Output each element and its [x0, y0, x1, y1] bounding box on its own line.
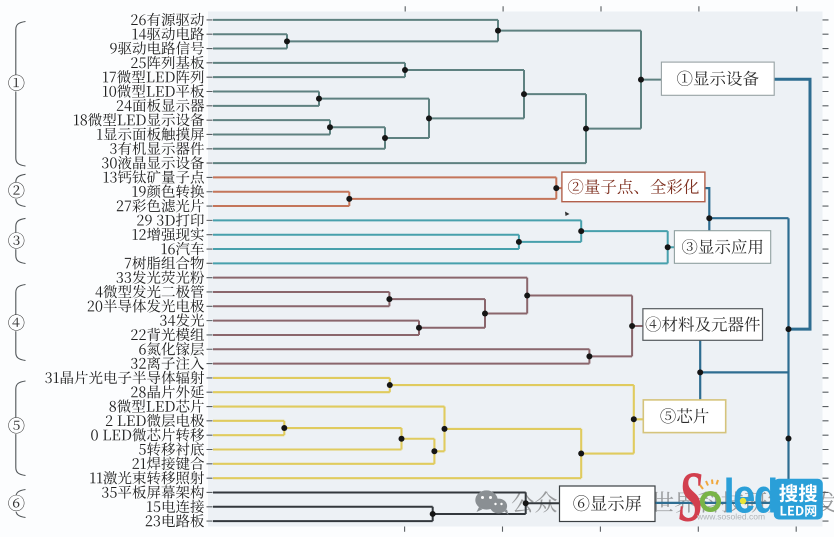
svg-text:led: led [724, 470, 777, 523]
svg-text:S: S [679, 457, 704, 536]
svg-text:www.sosoled.com: www.sosoled.com [696, 512, 765, 522]
